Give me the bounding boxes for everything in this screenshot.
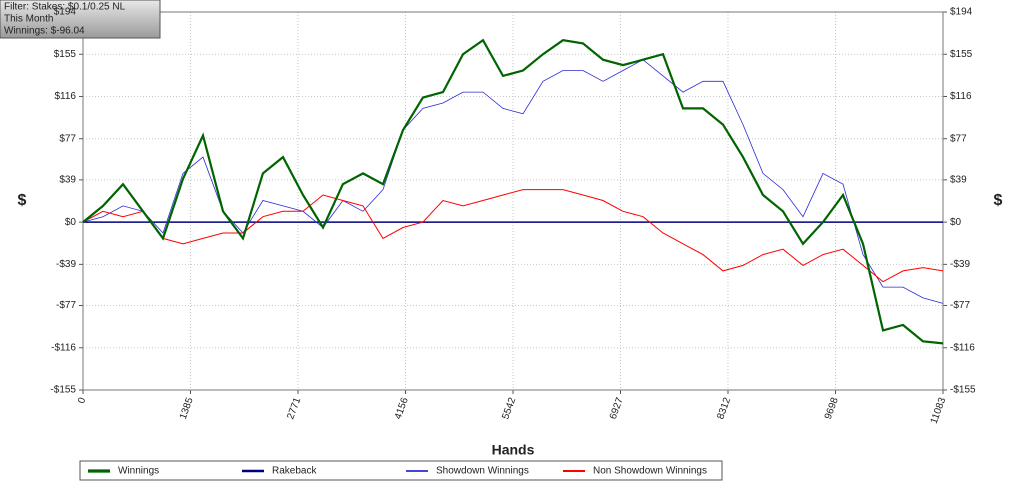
y2-tick-label: $155	[950, 49, 973, 60]
y-tick-label: $155	[54, 49, 77, 60]
y-axis-label: $	[18, 192, 27, 209]
y2-tick-label: $39	[950, 175, 967, 186]
filter-text: This Month	[4, 14, 53, 25]
y-tick-label: -$116	[51, 342, 76, 353]
y-tick-label: -$39	[56, 259, 76, 270]
x-tick-label: 1385	[178, 396, 196, 421]
y-tick-label: -$77	[56, 300, 76, 311]
filter-text: Filter: Stakes: $0.1/0.25 NL	[4, 2, 126, 13]
x-tick-label: 2771	[285, 396, 303, 421]
x-axis-label: Hands	[492, 442, 535, 458]
y-tick-label: -$155	[50, 385, 76, 396]
y2-tick-label: -$155	[950, 385, 976, 396]
legend-label: Winnings	[118, 466, 159, 477]
plot-area	[79, 11, 947, 394]
y-tick-label: $194	[54, 7, 77, 18]
y-tick-label: $0	[65, 217, 77, 228]
y2-tick-label: $194	[950, 7, 973, 18]
series-line	[82, 189, 944, 283]
x-tick-label: 9698	[823, 396, 841, 421]
y2-tick-label: $0	[950, 217, 962, 228]
y-tick-label: $77	[59, 133, 76, 144]
y-tick-label: $116	[54, 91, 76, 102]
y2-tick-label: $77	[950, 133, 967, 144]
filter-text: Winnings: $-96.04	[4, 26, 85, 37]
y-tick-label: $39	[59, 175, 76, 186]
x-tick-label: 6927	[608, 396, 626, 421]
y2-tick-label: -$39	[950, 259, 970, 270]
series-line	[82, 38, 944, 345]
y2-tick-label: $116	[950, 91, 972, 102]
plot-border	[82, 11, 944, 391]
legend-label: Non Showdown Winnings	[593, 466, 707, 477]
legend-label: Showdown Winnings	[436, 466, 529, 477]
x-tick-label: 0	[76, 396, 88, 405]
legend	[79, 460, 723, 481]
legend-label: Rakeback	[272, 466, 317, 477]
x-tick-label: 8312	[715, 396, 733, 421]
x-tick-label: 4156	[393, 396, 411, 421]
filter-box	[0, 0, 161, 39]
y2-tick-label: -$116	[950, 342, 975, 353]
y2-axis-label: $	[994, 192, 1003, 209]
x-tick-label: 5542	[500, 396, 518, 421]
y2-tick-label: -$77	[950, 300, 970, 311]
x-tick-label: 11083	[929, 396, 949, 426]
